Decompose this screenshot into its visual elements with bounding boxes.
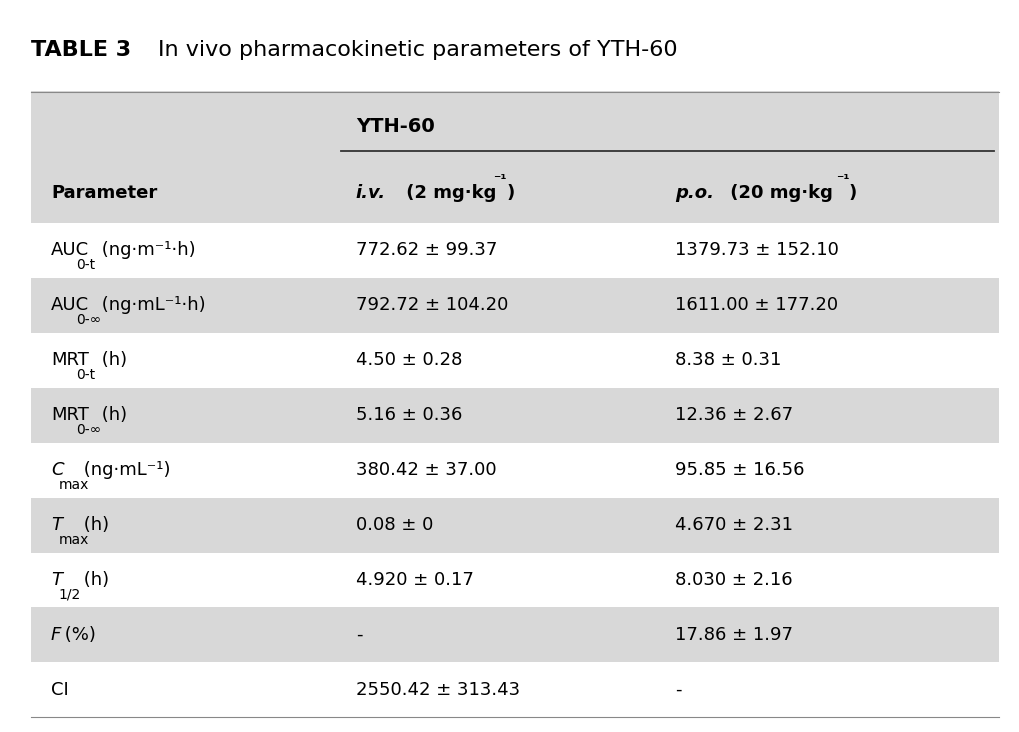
Bar	[31, 443, 999, 498]
Text: F: F	[51, 626, 61, 644]
Text: 95.85 ± 16.56: 95.85 ± 16.56	[676, 461, 805, 479]
Text: i.v.: i.v.	[356, 184, 386, 202]
Text: 380.42 ± 37.00: 380.42 ± 37.00	[356, 461, 496, 479]
Text: ⁻¹: ⁻¹	[837, 173, 850, 187]
Text: ): )	[849, 184, 857, 202]
Text: (20 mg·kg: (20 mg·kg	[725, 184, 834, 202]
Text: (ng·mL⁻¹): (ng·mL⁻¹)	[78, 461, 171, 479]
Text: (ng·mL⁻¹·h): (ng·mL⁻¹·h)	[96, 296, 205, 314]
Text: 8.38 ± 0.31: 8.38 ± 0.31	[676, 351, 782, 369]
Text: Parameter: Parameter	[51, 184, 157, 202]
Text: 1611.00 ± 177.20: 1611.00 ± 177.20	[676, 296, 839, 314]
Bar	[31, 223, 999, 278]
Bar	[31, 662, 999, 717]
Bar	[31, 333, 999, 388]
Text: -: -	[676, 681, 682, 699]
Text: 8.030 ± 2.16: 8.030 ± 2.16	[676, 571, 793, 589]
Text: (2 mg·kg: (2 mg·kg	[399, 184, 496, 202]
Text: p.o.: p.o.	[676, 184, 714, 202]
Bar	[31, 278, 999, 333]
Text: AUC: AUC	[51, 242, 89, 259]
Bar	[31, 163, 999, 223]
Text: YTH-60: YTH-60	[356, 116, 435, 135]
Text: 5.16 ± 0.36: 5.16 ± 0.36	[356, 406, 463, 425]
Text: 772.62 ± 99.37: 772.62 ± 99.37	[356, 242, 497, 259]
Text: MRT: MRT	[51, 351, 89, 369]
Text: T: T	[51, 571, 62, 589]
Text: CI: CI	[51, 681, 68, 699]
Bar	[31, 608, 999, 662]
Text: (h): (h)	[96, 406, 126, 425]
Text: 0-t: 0-t	[76, 368, 96, 382]
Bar	[31, 388, 999, 443]
Text: 4.920 ± 0.17: 4.920 ± 0.17	[356, 571, 474, 589]
Text: T: T	[51, 516, 62, 534]
Text: 792.72 ± 104.20: 792.72 ± 104.20	[356, 296, 508, 314]
Text: ⁻¹: ⁻¹	[493, 173, 506, 187]
Bar	[31, 92, 999, 163]
Text: 0-∞: 0-∞	[76, 313, 102, 327]
Text: max: max	[59, 533, 90, 547]
Text: -: -	[356, 626, 363, 644]
Text: MRT: MRT	[51, 406, 89, 425]
Text: ): )	[506, 184, 515, 202]
Text: 1/2: 1/2	[59, 588, 82, 602]
Text: 4.670 ± 2.31: 4.670 ± 2.31	[676, 516, 794, 534]
Text: 12.36 ± 2.67: 12.36 ± 2.67	[676, 406, 794, 425]
Text: (%): (%)	[59, 626, 96, 644]
Bar	[31, 553, 999, 608]
Bar	[31, 498, 999, 553]
Text: 0.08 ± 0: 0.08 ± 0	[356, 516, 433, 534]
Text: (ng·m⁻¹·h): (ng·m⁻¹·h)	[96, 242, 196, 259]
Text: AUC: AUC	[51, 296, 89, 314]
Text: In vivo pharmacokinetic parameters of YTH-60: In vivo pharmacokinetic parameters of YT…	[158, 40, 678, 60]
Text: (h): (h)	[78, 516, 109, 534]
Text: 2550.42 ± 313.43: 2550.42 ± 313.43	[356, 681, 520, 699]
Text: 0-∞: 0-∞	[76, 423, 102, 437]
Text: (h): (h)	[96, 351, 126, 369]
Text: 4.50 ± 0.28: 4.50 ± 0.28	[356, 351, 463, 369]
Text: 1379.73 ± 152.10: 1379.73 ± 152.10	[676, 242, 840, 259]
Text: (h): (h)	[78, 571, 109, 589]
Text: max: max	[59, 478, 90, 492]
Text: TABLE 3: TABLE 3	[31, 40, 130, 60]
Text: 17.86 ± 1.97: 17.86 ± 1.97	[676, 626, 794, 644]
Text: 0-t: 0-t	[76, 258, 96, 272]
Bar	[31, 92, 999, 717]
Text: C: C	[51, 461, 63, 479]
